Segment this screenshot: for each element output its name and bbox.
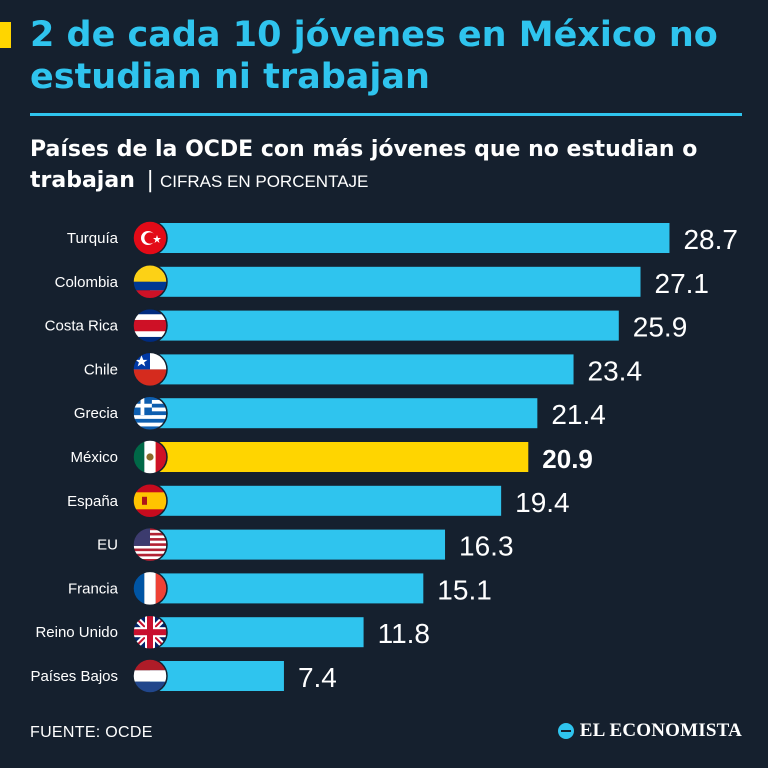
subtitle-text: Países de la OCDE con más jóvenes que no… <box>30 137 698 193</box>
value-label: 25.9 <box>633 312 688 343</box>
title-divider <box>30 113 742 116</box>
netherlands-flag-icon <box>132 658 168 694</box>
usa-flag-icon <box>132 526 168 563</box>
category-label: EU <box>97 537 118 554</box>
colombia-flag-icon <box>132 264 168 300</box>
bar-chart: Turquía 28.7 Colombia 27.1 Costa Rica 25.9 Chi… <box>30 220 738 694</box>
brand-mark-icon <box>557 723 574 739</box>
value-label: 19.4 <box>515 487 570 518</box>
source-note: FUENTE: OCDE <box>30 724 153 741</box>
value-label: 11.8 <box>378 618 430 649</box>
category-label: Costa Rica <box>45 318 119 335</box>
value-label: 21.4 <box>551 399 606 430</box>
mexico-flag-icon <box>132 439 168 475</box>
greece-flag-icon <box>132 395 168 431</box>
bar <box>150 354 574 385</box>
value-label: 16.3 <box>459 531 514 562</box>
brand-logo: EL ECONOMISTA <box>557 720 742 742</box>
category-label: Colombia <box>55 274 119 291</box>
subtitle-unit: CIFRAS EN PORCENTAJE <box>159 172 369 191</box>
value-label: 28.7 <box>683 224 738 255</box>
value-label: 27.1 <box>655 268 710 299</box>
turkey-flag-icon <box>132 220 168 256</box>
value-label: 7.4 <box>298 662 337 693</box>
category-label: Turquía <box>67 230 119 247</box>
bar <box>150 485 502 516</box>
bar <box>150 310 619 341</box>
uk-flag-icon <box>132 614 168 650</box>
value-label: 20.9 <box>542 444 593 474</box>
page-title: 2 de cada 10 jóvenes en México no estudi… <box>30 15 718 97</box>
bar <box>150 617 364 648</box>
accent-mark <box>0 22 11 48</box>
bar <box>150 223 670 253</box>
bar <box>150 398 538 429</box>
category-label: España <box>67 493 119 510</box>
bar <box>150 661 284 691</box>
bar <box>150 573 424 604</box>
value-label: 15.1 <box>437 574 492 605</box>
costa-rica-flag-icon <box>132 307 168 344</box>
france-flag-icon <box>132 570 168 607</box>
chile-flag-icon <box>132 351 168 388</box>
chart-subtitle: Países de la OCDE con más jóvenes que no… <box>30 134 750 197</box>
category-label: Grecia <box>74 405 119 422</box>
category-label: Francia <box>68 580 119 597</box>
category-label: Países Bajos <box>30 668 118 685</box>
category-label: Chile <box>84 361 118 378</box>
brand-name: EL ECONOMISTA <box>579 720 742 741</box>
category-label: Reino Unido <box>35 624 118 641</box>
bar <box>150 529 446 560</box>
subtitle-separator: | <box>146 168 154 193</box>
category-label: México <box>70 449 118 466</box>
value-label: 23.4 <box>588 355 643 386</box>
highlight-bar <box>150 442 529 472</box>
bar <box>150 266 641 297</box>
spain-flag-icon <box>132 483 168 519</box>
